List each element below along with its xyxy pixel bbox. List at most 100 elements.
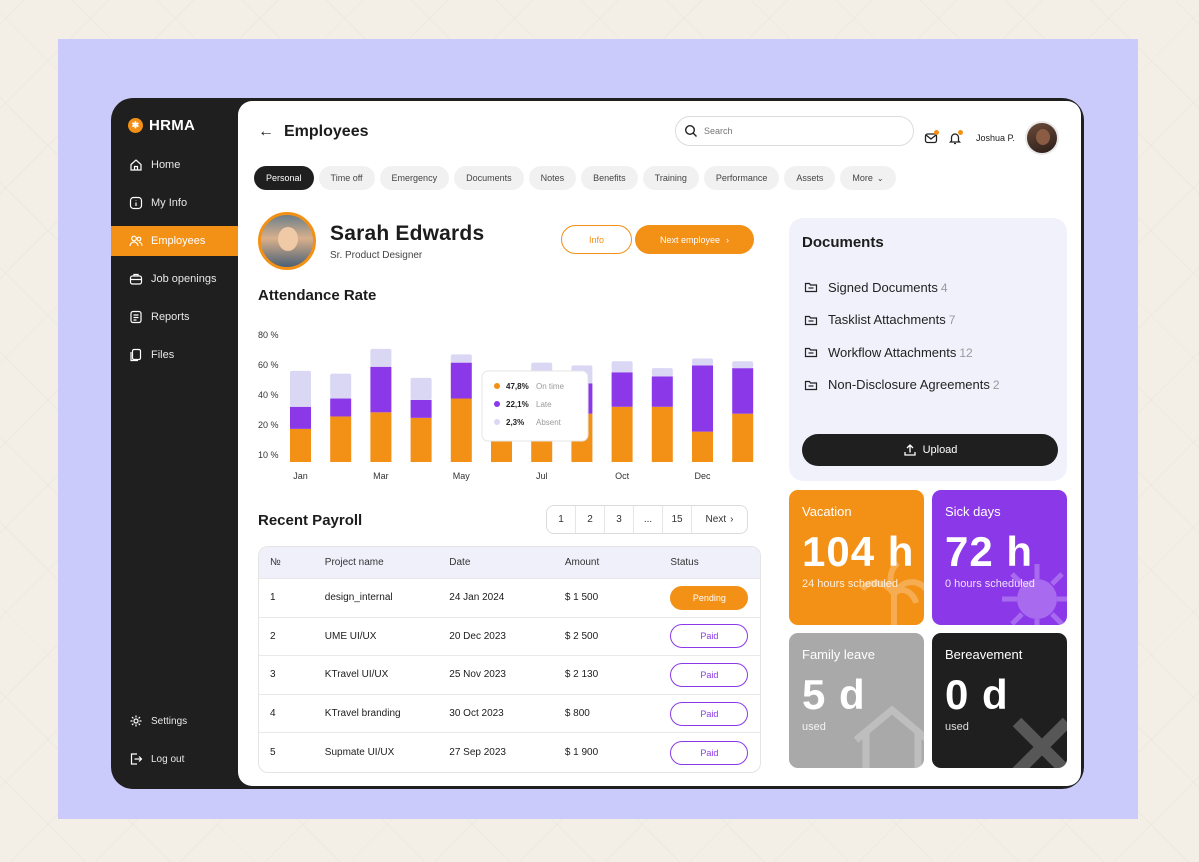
search-bar[interactable] bbox=[675, 116, 914, 146]
document-folder-nda[interactable]: Non-Disclosure Agreements 2 bbox=[804, 369, 1000, 402]
y-tick-label: 40 % bbox=[258, 390, 279, 400]
sidebar-item-label: Settings bbox=[151, 715, 188, 727]
sidebar-item-reports[interactable]: Reports bbox=[111, 302, 238, 332]
next-page-button[interactable]: Next › bbox=[692, 506, 747, 533]
document-folder-signed[interactable]: Signed Documents 4 bbox=[804, 271, 1000, 304]
bar-segment-late[interactable] bbox=[692, 365, 713, 432]
bar-segment-late[interactable] bbox=[651, 376, 673, 407]
family-leave-tile[interactable]: Family leave 5 d used bbox=[789, 633, 924, 768]
bar-segment-absent[interactable] bbox=[330, 373, 352, 399]
table-row[interactable]: 3 KTravel UI/UX 25 Nov 2023 $ 2 130 Paid bbox=[259, 656, 760, 695]
sidebar-item-home[interactable]: Home bbox=[111, 150, 238, 180]
page-1-button[interactable]: 1 bbox=[547, 506, 576, 533]
info-button[interactable]: Info bbox=[561, 225, 632, 254]
sidebar-item-my-info[interactable]: My Info bbox=[111, 188, 238, 218]
next-employee-button[interactable]: Next employee › bbox=[635, 225, 754, 254]
document-count: 2 bbox=[992, 378, 1000, 393]
table-row[interactable]: 2 UME UI/UX 20 Dec 2023 $ 2 500 Paid bbox=[259, 618, 760, 657]
bar-segment-absent[interactable] bbox=[611, 361, 633, 373]
sidebar-item-settings[interactable]: Settings bbox=[111, 706, 238, 736]
bar-segment-late[interactable] bbox=[410, 399, 432, 418]
bar-segment-on-time[interactable] bbox=[410, 417, 432, 462]
tab-notes[interactable]: Notes bbox=[528, 166, 577, 190]
bar-segment-absent[interactable] bbox=[651, 368, 673, 377]
document-folder-tasklist[interactable]: Tasklist Attachments 7 bbox=[804, 304, 1000, 337]
employee-role: Sr. Product Designer bbox=[330, 249, 423, 261]
sidebar-item-label: Job openings bbox=[151, 273, 217, 285]
page-3-button[interactable]: 3 bbox=[605, 506, 634, 533]
sidebar-item-employees[interactable]: Employees bbox=[111, 226, 238, 256]
column-header-date: Date bbox=[449, 557, 471, 568]
sidebar-item-files[interactable]: Files bbox=[111, 340, 238, 370]
status-badge[interactable]: Paid bbox=[670, 662, 749, 687]
bell-icon[interactable] bbox=[948, 130, 963, 145]
bar-segment-late[interactable] bbox=[370, 366, 392, 413]
tab-assets[interactable]: Assets bbox=[784, 166, 836, 190]
bar-segment-on-time[interactable] bbox=[290, 428, 311, 462]
tab-time-off[interactable]: Time off bbox=[318, 166, 375, 190]
mail-icon[interactable] bbox=[924, 130, 939, 145]
gear-icon bbox=[129, 714, 143, 728]
table-row[interactable]: 1 design_internal 24 Jan 2024 $ 1 500 Pe… bbox=[259, 579, 760, 618]
sidebar-item-logout[interactable]: Log out bbox=[111, 744, 238, 774]
y-tick-label: 80 % bbox=[258, 330, 279, 340]
briefcase-icon bbox=[129, 272, 143, 286]
bar-segment-late[interactable] bbox=[450, 362, 472, 399]
user-name[interactable]: Joshua P. bbox=[976, 133, 1015, 143]
status-badge[interactable]: Paid bbox=[670, 701, 749, 726]
sidebar-item-job-openings[interactable]: Job openings bbox=[111, 264, 238, 294]
bar-segment-on-time[interactable] bbox=[732, 413, 754, 462]
page-15-button[interactable]: 15 bbox=[663, 506, 692, 533]
vacation-tile[interactable]: Vacation 104 h 24 hours scheduled bbox=[789, 490, 924, 625]
bar-segment-on-time[interactable] bbox=[651, 406, 673, 462]
tab-more-label: More bbox=[852, 173, 873, 183]
tooltip-label: Absent bbox=[536, 418, 562, 427]
user-avatar[interactable] bbox=[1024, 121, 1059, 155]
next-page-label: Next bbox=[705, 514, 727, 525]
y-tick-label: 60 % bbox=[258, 360, 279, 370]
tab-emergency[interactable]: Emergency bbox=[379, 166, 450, 190]
bar-segment-absent[interactable] bbox=[290, 370, 311, 407]
bar-segment-on-time[interactable] bbox=[450, 398, 472, 462]
bar-segment-late[interactable] bbox=[330, 398, 352, 417]
tab-performance[interactable]: Performance bbox=[703, 166, 780, 190]
tab-benefits[interactable]: Benefits bbox=[581, 166, 638, 190]
bar-segment-absent[interactable] bbox=[450, 354, 472, 363]
bereavement-tile[interactable]: Bereavement 0 d used bbox=[932, 633, 1067, 768]
tab-documents[interactable]: Documents bbox=[454, 166, 524, 190]
bar-segment-absent[interactable] bbox=[410, 377, 432, 400]
bar-segment-absent[interactable] bbox=[732, 361, 754, 369]
attendance-chart: 80 % 60 % 40 % 20 % 10 % Jan Mar May Jul Oct Dec 47… bbox=[258, 330, 754, 481]
document-folder-workflow[interactable]: Workflow Attachments 12 bbox=[804, 336, 1000, 369]
sick-days-tile[interactable]: Sick days 72 h 0 hours scheduled bbox=[932, 490, 1067, 625]
status-badge[interactable]: Pending bbox=[670, 585, 749, 610]
logo-icon: ✱ bbox=[128, 118, 143, 133]
status-badge[interactable]: Paid bbox=[670, 624, 749, 649]
page-2-button[interactable]: 2 bbox=[576, 506, 605, 533]
app-window: ✱ HRMA Home My Info Employees Job openin… bbox=[111, 98, 1084, 789]
tooltip-value: 22,1% bbox=[506, 400, 529, 409]
bar-segment-on-time[interactable] bbox=[330, 416, 352, 462]
column-header-project: Project name bbox=[324, 557, 384, 568]
bar-segment-on-time[interactable] bbox=[611, 406, 633, 462]
search-input[interactable] bbox=[704, 126, 894, 136]
bar-segment-late[interactable] bbox=[611, 372, 633, 407]
tab-more[interactable]: More ⌄ bbox=[840, 166, 896, 190]
tab-bar: Personal Time off Emergency Documents No… bbox=[254, 166, 896, 190]
tab-personal[interactable]: Personal bbox=[254, 166, 314, 190]
bar-segment-absent[interactable] bbox=[370, 348, 392, 367]
tile-value: 72 h bbox=[945, 528, 1034, 575]
bar-segment-late[interactable] bbox=[732, 368, 754, 414]
table-row[interactable]: 4 KTravel branding 30 Oct 2023 $ 800 Pai… bbox=[259, 695, 760, 734]
bar-segment-absent[interactable] bbox=[692, 358, 713, 366]
table-row[interactable]: 5 Supmate UI/UX 27 Sep 2023 $ 1 900 Paid bbox=[259, 733, 760, 772]
upload-button[interactable]: Upload bbox=[802, 434, 1058, 466]
row-amount: $ 1 900 bbox=[564, 747, 599, 759]
back-arrow-icon[interactable]: ← bbox=[258, 123, 274, 140]
bar-segment-on-time[interactable] bbox=[692, 431, 713, 462]
bar-segment-late[interactable] bbox=[290, 406, 311, 429]
tab-training[interactable]: Training bbox=[642, 166, 699, 190]
status-badge[interactable]: Paid bbox=[670, 740, 749, 765]
bar-segment-on-time[interactable] bbox=[370, 412, 392, 462]
row-date: 30 Oct 2023 bbox=[449, 708, 504, 720]
